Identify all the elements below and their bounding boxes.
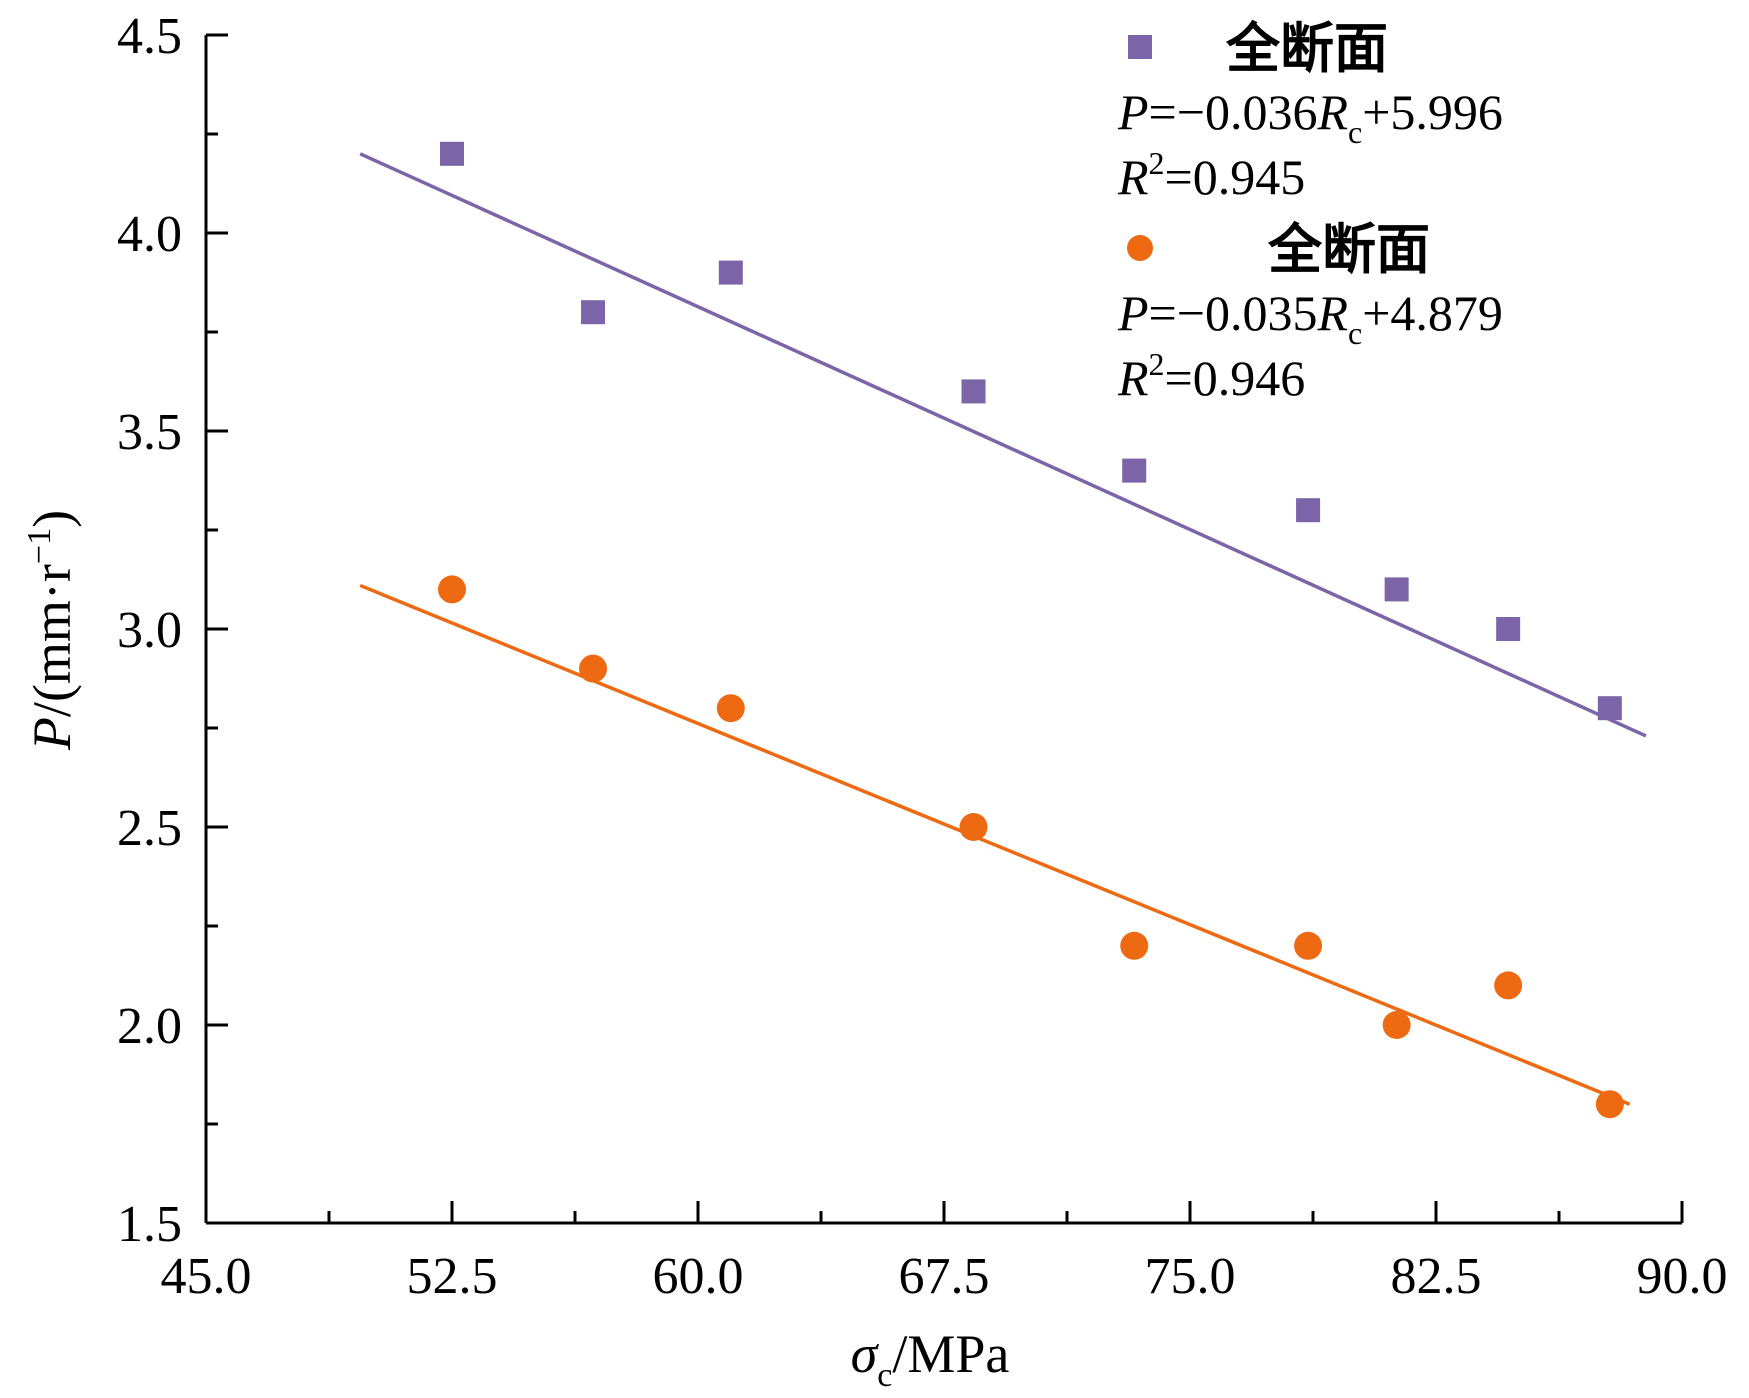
y-label-superscript: −1 [21,528,58,564]
y-label-close: ) [22,510,82,528]
x-tick-label: 67.5 [899,1248,990,1305]
axes: 45.0 52.5 60.0 67.5 75.0 82.5 90.0 1.5 2.0 2.5 3.0… [117,8,1728,1305]
legend-equation: P=−0.035Rc+4.879 [1117,285,1503,351]
legend: 全断面P=−0.036Rc+5.996R2=0.945全断面P=−0.035Rc… [1117,17,1503,406]
r2-value: =0.945 [1165,149,1306,205]
square-point [718,260,743,285]
square-point [1597,696,1622,721]
circle-point [1595,1090,1624,1119]
y-tick-label: 1.5 [117,1196,182,1253]
x-tick-label: 75.0 [1145,1248,1236,1305]
x-tick-label: 90.0 [1637,1248,1728,1305]
x-tick-label: 60.0 [653,1248,744,1305]
y-tick-label: 4.5 [117,8,182,65]
fit-line-series-0 [359,152,1647,738]
eq-intercept: +5.996 [1362,84,1503,140]
circle-point [1294,931,1323,960]
r2-superscript: 2 [1149,145,1165,181]
y-tick-label: 3.5 [117,404,182,461]
eq-coefficient: =−0.036 [1149,84,1318,140]
legend-r-squared: R2=0.945 [1117,145,1305,205]
square-point [1296,498,1321,523]
circle-point [959,813,988,841]
fit-line-series-1 [359,583,1631,1106]
eq-subscript: c [1348,114,1362,150]
r2-superscript: 2 [1149,346,1165,382]
y-axis-label: P/(mm·r−1) [21,510,82,751]
x-tick-label: 45.0 [161,1248,252,1305]
y-label-unit: /(mm·r [22,564,82,717]
square-point [440,141,464,166]
circle-point [1382,1011,1411,1039]
circle-point [1120,931,1149,960]
square-point [1496,617,1521,641]
eq-symbol-r: R [1316,285,1348,341]
x-label-subscript: c [877,1357,892,1394]
square-point [581,300,606,325]
eq-coefficient: =−0.035 [1149,285,1318,341]
x-tick-label: 82.5 [1391,1248,1482,1305]
x-tick-label: 52.5 [407,1248,498,1305]
y-tick-label: 2.5 [117,800,182,857]
eq-subscript: c [1348,315,1362,351]
r2-value: =0.946 [1165,350,1306,406]
y-tick-label: 2.0 [117,998,182,1055]
x-axis-label: σc/MPa [851,1324,1010,1394]
square-point [1384,577,1409,602]
x-label-unit: /MPa [892,1324,1009,1384]
square-point [961,379,986,404]
y-tick-label: 3.0 [117,602,182,659]
circle-point [438,575,466,604]
legend-r-squared: R2=0.946 [1117,346,1305,406]
eq-intercept: +4.879 [1362,285,1503,341]
y-tick-label: 4.0 [117,206,182,263]
axis-labels: σc/MPa P/(mm·r−1) [21,510,1009,1394]
y-label-symbol: P [22,717,82,751]
legend-label: 全断面 [1267,218,1430,281]
legend-circle-marker [1127,235,1153,261]
eq-symbol-p: P [1117,285,1149,341]
circle-point [1494,971,1523,1000]
data-points [438,141,1624,1119]
eq-symbol-r: R [1316,84,1348,140]
eq-symbol-p: P [1117,84,1149,140]
square-point [1122,458,1147,483]
r2-symbol: R [1117,149,1149,205]
legend-square-marker [1128,35,1152,59]
x-label-symbol: σ [851,1324,880,1384]
legend-equation: P=−0.036Rc+5.996 [1117,84,1503,150]
fit-lines [359,152,1647,1106]
legend-label: 全断面 [1225,17,1388,80]
r2-symbol: R [1117,350,1149,406]
circle-point [579,654,608,683]
circle-point [716,694,745,723]
